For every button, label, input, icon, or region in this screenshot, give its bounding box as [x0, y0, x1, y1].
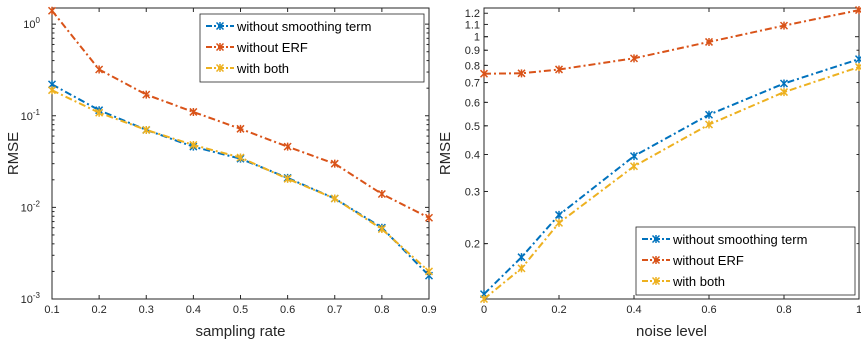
- y-tick-label: 10-2: [21, 199, 41, 214]
- x-tick-label: 0.8: [374, 304, 389, 316]
- data-point: [779, 79, 789, 88]
- data-point: [189, 140, 198, 149]
- data-point: [854, 55, 861, 64]
- x-tick-label: 0.1: [44, 304, 59, 316]
- y-tick-label: 0.4: [465, 149, 480, 161]
- x-axis-title: sampling rate: [195, 323, 285, 340]
- x-tick-label: 0.6: [280, 304, 295, 316]
- data-point: [236, 124, 245, 133]
- data-point: [517, 69, 526, 78]
- data-point: [629, 54, 639, 63]
- legend-marker: [651, 255, 661, 265]
- legend-marker: [215, 63, 225, 73]
- y-tick-label: 0.8: [465, 60, 480, 72]
- data-point: [283, 174, 292, 183]
- y-tick-label: 10-1: [21, 108, 41, 123]
- data-point: [142, 90, 151, 99]
- x-tick-label: 0.9: [421, 304, 436, 316]
- series-line-3: [51, 89, 430, 273]
- x-tick-label: 0.3: [139, 304, 154, 316]
- data-point: [424, 213, 434, 222]
- y-tick-label: 0.7: [465, 78, 480, 90]
- data-point: [479, 69, 489, 78]
- data-point: [704, 37, 714, 46]
- data-point: [517, 253, 526, 262]
- y-tick-label: 0.3: [465, 186, 480, 198]
- data-point: [554, 65, 564, 74]
- data-point: [517, 264, 526, 273]
- legend-label: with both: [236, 61, 289, 76]
- data-point: [854, 62, 861, 72]
- data-point: [704, 110, 714, 119]
- data-point: [47, 6, 57, 15]
- series-line-1: [51, 83, 430, 277]
- y-axis-title: RMSE: [5, 132, 22, 175]
- legend-label: with both: [672, 274, 725, 289]
- x-tick-label: 0.6: [701, 304, 716, 316]
- data-point: [236, 153, 245, 162]
- x-tick-label: 0.4: [626, 304, 641, 316]
- plot-area-frame: [483, 7, 860, 300]
- series-line-2: [483, 9, 860, 75]
- data-point: [189, 107, 198, 116]
- data-point: [779, 21, 789, 30]
- data-point: [779, 88, 789, 97]
- data-point: [479, 294, 489, 304]
- data-point: [424, 267, 434, 276]
- legend-marker: [215, 42, 225, 52]
- legend-label: without smoothing term: [672, 232, 807, 247]
- data-point: [47, 86, 57, 95]
- data-point: [330, 159, 339, 168]
- data-point: [377, 225, 386, 234]
- y-tick-label: 0.9: [465, 45, 480, 57]
- y-tick-label: 0.5: [465, 121, 480, 133]
- x-tick-label: 0.4: [186, 304, 201, 316]
- y-tick-label: 10-3: [21, 291, 41, 306]
- y-tick-label: 1.1: [465, 19, 480, 31]
- x-tick-label: 0.5: [233, 304, 248, 316]
- x-tick-label: 0.2: [551, 304, 566, 316]
- legend-box: [635, 226, 856, 296]
- data-point: [142, 125, 151, 134]
- y-tick-label: 0.6: [465, 97, 480, 109]
- y-tick-label: 1.2: [465, 8, 480, 20]
- legend-label: without ERF: [236, 40, 308, 55]
- data-point: [629, 152, 639, 161]
- x-axis-title: noise level: [636, 323, 707, 340]
- legend: without smoothing term without ERF with bo…: [635, 226, 856, 296]
- y-axis-title: RMSE: [437, 132, 454, 175]
- data-point: [95, 65, 104, 74]
- legend-box: [199, 13, 425, 83]
- y-tick-label: 0.2: [465, 239, 480, 251]
- legend: without smoothing term without ERF with bo…: [199, 13, 425, 83]
- data-point: [554, 218, 564, 227]
- y-tick-label: 1: [474, 32, 480, 44]
- data-point: [704, 120, 714, 129]
- legend-marker: [215, 21, 225, 31]
- legend-label: without smoothing term: [236, 19, 371, 34]
- data-point: [95, 108, 104, 117]
- chart-panel-2: 0 0.2 0.4 0.6 0.8 10.20.30.40.50.60.70.80.911…: [437, 6, 861, 340]
- x-tick-label: 0.2: [91, 304, 106, 316]
- legend-marker: [651, 234, 661, 244]
- x-tick-label: 0.7: [327, 304, 342, 316]
- x-tick-label: 1: [856, 304, 861, 316]
- data-point: [554, 210, 564, 219]
- y-tick-label: 100: [23, 16, 40, 31]
- data-point: [283, 142, 292, 151]
- data-point: [330, 194, 339, 203]
- x-tick-label: 0: [481, 304, 487, 316]
- x-tick-label: 0.8: [776, 304, 791, 316]
- data-point: [377, 189, 386, 199]
- legend-marker: [651, 276, 661, 286]
- data-point: [854, 6, 861, 15]
- chart-panel-1: 0.1 0.2 0.3 0.4 0.5 0.6 0.7 0.8 0.9 10-3 10-2 10-1 1…: [5, 6, 437, 340]
- legend-label: without ERF: [672, 253, 744, 268]
- data-point: [629, 162, 639, 171]
